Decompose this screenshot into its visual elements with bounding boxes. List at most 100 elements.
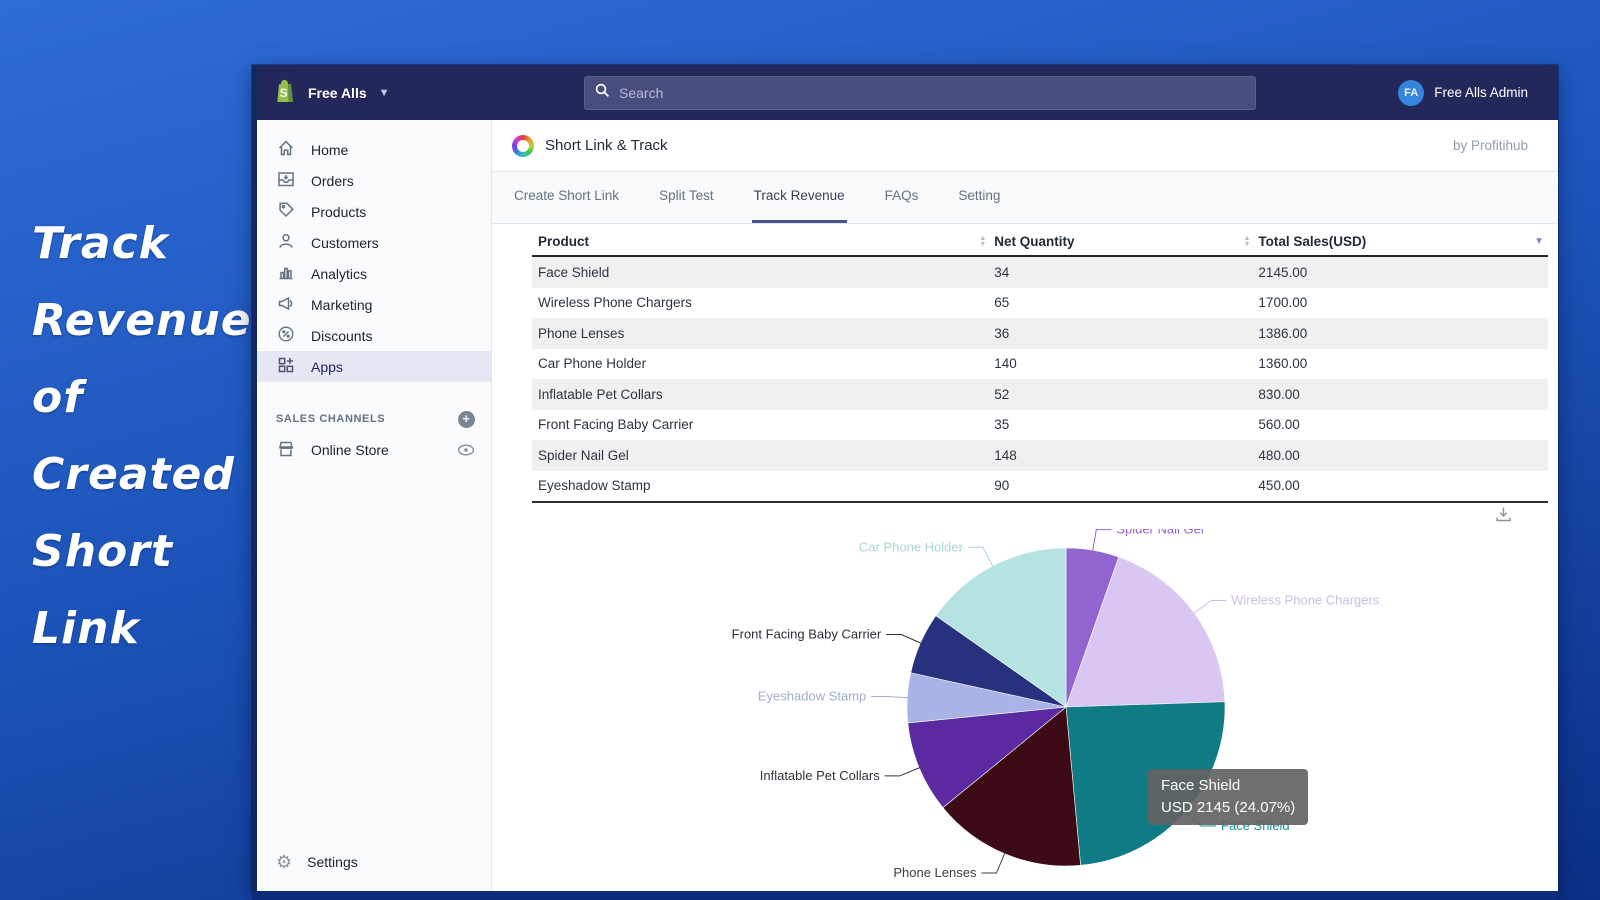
pie-slice-label: Inflatable Pet Collars — [760, 768, 880, 783]
sidebar-item-products[interactable]: Products — [257, 196, 491, 227]
caption-line: Track — [32, 218, 169, 269]
caption-line: Revenue — [32, 295, 252, 346]
tab-track-revenue[interactable]: Track Revenue — [751, 188, 847, 223]
tab-setting[interactable]: Setting — [958, 188, 1001, 203]
sidebar-item-orders[interactable]: Orders — [257, 165, 491, 196]
sidebar-item-label: Home — [311, 141, 349, 158]
download-chart-button[interactable] — [1495, 506, 1512, 528]
pie-leader-line — [1193, 600, 1227, 614]
search-input[interactable] — [619, 84, 1245, 101]
sort-icon[interactable]: ▲ ▼ — [1243, 234, 1251, 248]
settings-label: Settings — [307, 854, 358, 870]
chevron-down-icon: ▼ — [378, 86, 390, 99]
cell-product: Eyeshadow Stamp — [538, 478, 651, 494]
products-icon — [276, 200, 296, 223]
cell-net-quantity: 148 — [994, 447, 1017, 463]
pie-leader-line — [967, 546, 994, 568]
sales-channels-header: SALES CHANNELS + — [257, 404, 491, 434]
discounts-icon — [276, 324, 296, 347]
pie-slice-label: Car Phone Holder — [859, 539, 964, 554]
eye-icon[interactable] — [457, 444, 475, 456]
caption-line: of — [32, 372, 84, 423]
caption-line: Created — [32, 449, 235, 500]
home-icon — [276, 138, 296, 161]
cell-net-quantity: 90 — [994, 478, 1010, 494]
tab-split-test[interactable]: Split Test — [659, 188, 714, 203]
app-ring-icon — [512, 134, 534, 157]
sort-desc-icon[interactable]: ▼ — [1534, 236, 1544, 247]
avatar: FA — [1398, 79, 1425, 106]
tooltip-value: USD 2145 (24.07%) — [1161, 799, 1296, 816]
cell-net-quantity: 35 — [994, 417, 1010, 433]
table-header-row: Product ▲ ▼ Net Quantity ▲ ▼ Total Sales(USD) ▼ — [532, 228, 1548, 257]
sales-channels-label: SALES CHANNELS — [276, 413, 386, 425]
cell-product: Car Phone Holder — [538, 356, 647, 372]
sidebar: Home Orders Products Customers Analytics Mark… — [257, 120, 492, 893]
store-switcher[interactable]: S Free Alls ▼ — [257, 76, 492, 110]
table-row: Spider Nail Gel 148 480.00 — [532, 440, 1548, 471]
pie-leader-line — [1092, 529, 1112, 552]
cell-net-quantity: 65 — [994, 295, 1010, 311]
pie-leader-line — [871, 696, 909, 699]
pie-slice-label: Eyeshadow Stamp — [758, 689, 866, 704]
cell-total-sales: 1360.00 — [1258, 356, 1308, 372]
add-channel-button[interactable]: + — [458, 410, 475, 428]
table-row: Wireless Phone Chargers 65 1700.00 — [532, 288, 1548, 319]
pie-slice-label: Front Facing Baby Carrier — [732, 627, 882, 642]
tab-create-short-link[interactable]: Create Short Link — [514, 188, 620, 203]
sidebar-item-apps[interactable]: Apps — [257, 351, 491, 382]
revenue-table: Product ▲ ▼ Net Quantity ▲ ▼ Total Sales(USD) ▼… — [532, 228, 1548, 503]
sidebar-item-label: Customers — [311, 234, 379, 251]
cell-product: Face Shield — [538, 264, 610, 280]
tab-faqs[interactable]: FAQs — [884, 188, 919, 203]
sidebar-item-settings[interactable]: ⚙ Settings — [257, 845, 491, 879]
window-bottom-edge — [252, 891, 1558, 900]
storefront-icon — [276, 439, 296, 462]
cell-net-quantity: 140 — [994, 356, 1017, 372]
cell-product: Phone Lenses — [538, 325, 625, 341]
user-menu[interactable]: FA Free Alls Admin — [1398, 79, 1528, 106]
content-area: Product ▲ ▼ Net Quantity ▲ ▼ Total Sales(USD) ▼… — [492, 224, 1558, 893]
store-name: Free Alls — [308, 84, 367, 101]
cell-total-sales: 1700.00 — [1258, 295, 1308, 311]
search-area — [492, 75, 1398, 110]
table-row: Face Shield 34 2145.00 — [532, 257, 1548, 288]
cell-net-quantity: 34 — [994, 264, 1010, 280]
online-store-label: Online Store — [311, 442, 389, 458]
sidebar-item-online-store[interactable]: Online Store — [257, 434, 491, 466]
cell-total-sales: 1386.00 — [1258, 325, 1308, 341]
sidebar-item-discounts[interactable]: Discounts — [257, 320, 491, 351]
column-header-total-sales[interactable]: Total Sales(USD) ▼ — [1258, 234, 1544, 249]
pie-leader-line — [884, 767, 921, 777]
column-header-net-quantity[interactable]: Net Quantity ▲ ▼ — [994, 234, 1251, 249]
sidebar-item-marketing[interactable]: Marketing — [257, 289, 491, 320]
app-byline: by Profitihub — [1452, 138, 1528, 153]
cell-total-sales: 450.00 — [1258, 478, 1300, 494]
sidebar-item-home[interactable]: Home — [257, 134, 491, 165]
sidebar-item-label: Discounts — [311, 327, 373, 344]
sidebar-item-label: Analytics — [311, 265, 368, 282]
pie-slice-label: Spider Nail Gel — [1116, 529, 1204, 537]
pie-slice-label: Wireless Phone Chargers — [1231, 593, 1380, 608]
caption-line: Link — [32, 603, 140, 654]
column-header-product[interactable]: Product ▲ ▼ — [538, 234, 987, 249]
shopify-logo-icon: S — [273, 76, 298, 110]
sidebar-item-label: Products — [311, 203, 367, 220]
sort-icon[interactable]: ▲ ▼ — [979, 234, 987, 248]
chart-tooltip: Face Shield USD 2145 (24.07%) — [1148, 769, 1309, 825]
cell-product: Wireless Phone Chargers — [538, 295, 692, 311]
pie-slice-label: Phone Lenses — [893, 865, 977, 880]
sidebar-item-customers[interactable]: Customers — [257, 227, 491, 258]
sidebar-item-label: Orders — [311, 172, 354, 189]
revenue-pie-chart[interactable]: Spider Nail Gel Wireless Phone Chargers Fa… — [656, 529, 1466, 893]
sidebar-item-label: Marketing — [311, 296, 373, 313]
search-box[interactable] — [584, 75, 1256, 110]
sidebar-item-analytics[interactable]: Analytics — [257, 258, 491, 289]
gear-icon: ⚙ — [276, 851, 293, 872]
search-icon — [595, 83, 610, 103]
cell-total-sales: 2145.00 — [1258, 264, 1308, 280]
sidebar-item-label: Apps — [311, 358, 343, 375]
customers-icon — [276, 231, 296, 254]
pie-leader-line — [981, 852, 1006, 874]
cell-net-quantity: 52 — [994, 386, 1010, 402]
